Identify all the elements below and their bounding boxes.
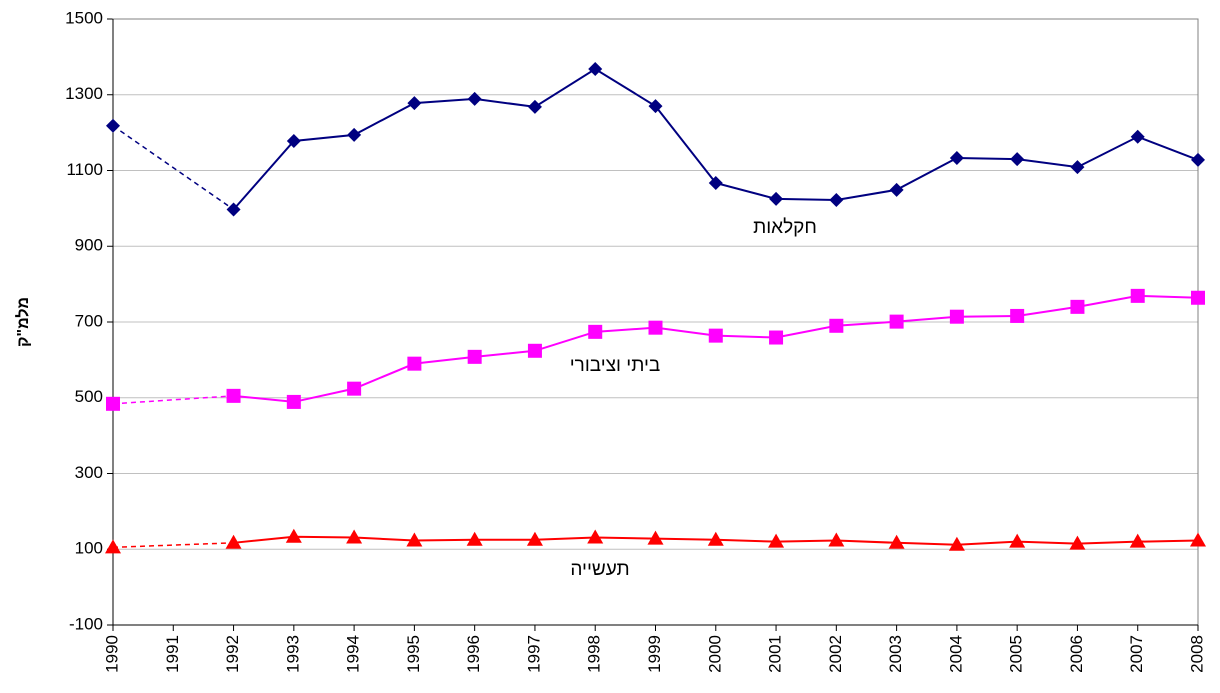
y-tick-label: 300	[75, 463, 103, 482]
point	[286, 133, 301, 148]
point	[1191, 290, 1205, 305]
point	[1010, 152, 1025, 167]
point	[889, 182, 904, 197]
y-tick-label: 100	[75, 539, 103, 558]
point	[1190, 532, 1206, 547]
x-tick-label: 2007	[1127, 635, 1146, 673]
point	[467, 349, 482, 364]
x-tick-label: 2002	[826, 635, 845, 673]
point	[106, 396, 120, 411]
x-tick-label: 2008	[1187, 635, 1206, 673]
x-tick-label: 2003	[886, 635, 905, 673]
y-tick-label: 700	[75, 311, 103, 330]
point	[888, 534, 905, 549]
point	[587, 529, 604, 544]
series-line	[233, 294, 1199, 403]
point	[285, 528, 302, 543]
x-tick-label: 1991	[163, 635, 182, 673]
series-label: חקלאות	[753, 217, 817, 238]
point	[286, 394, 301, 409]
point	[647, 530, 664, 545]
point	[768, 533, 785, 548]
point	[1010, 308, 1025, 323]
point	[225, 534, 242, 549]
point	[948, 536, 965, 551]
point	[829, 193, 844, 208]
point	[347, 127, 362, 142]
x-tick-label: 1994	[344, 635, 363, 673]
point	[1130, 129, 1145, 144]
point	[1129, 533, 1146, 548]
point	[105, 539, 121, 554]
point	[889, 314, 904, 329]
point	[407, 96, 422, 111]
point	[707, 531, 724, 546]
y-tick-label: 500	[75, 387, 103, 406]
x-tick-label: 2005	[1007, 635, 1026, 673]
x-tick-label: 2000	[705, 635, 724, 673]
gap-connector	[112, 395, 234, 405]
y-tick-label: 1100	[66, 160, 103, 179]
y-tick-label: 1500	[65, 8, 103, 27]
point	[1191, 152, 1205, 167]
point	[829, 318, 844, 333]
point	[648, 320, 663, 335]
point	[769, 191, 784, 206]
point	[588, 61, 603, 76]
y-tick-label: 900	[75, 236, 103, 255]
x-tick-label: 1996	[464, 635, 483, 673]
point	[347, 381, 362, 396]
point	[106, 118, 120, 133]
gap-connector	[112, 125, 234, 211]
x-tick-label: 1998	[585, 635, 604, 673]
point	[708, 328, 723, 343]
point	[346, 529, 363, 544]
y-tick-label: 1300	[65, 84, 103, 103]
point	[1130, 288, 1145, 303]
point	[467, 91, 482, 106]
point	[1070, 160, 1085, 175]
x-tick-label: 1992	[223, 635, 242, 673]
point	[407, 356, 422, 371]
x-tick-label: 1997	[524, 635, 543, 673]
point	[648, 99, 663, 114]
y-axis-label: מלמ"ק	[14, 297, 32, 347]
series-label: תעשייה	[570, 559, 629, 580]
point	[1070, 299, 1085, 314]
point	[708, 175, 723, 190]
x-tick-label: 2001	[766, 635, 785, 673]
point	[949, 309, 964, 324]
point	[588, 324, 603, 339]
point	[1069, 535, 1086, 550]
x-tick-label: 2006	[1067, 635, 1086, 673]
series-label: ביתי וציבורי	[570, 355, 661, 376]
x-tick-label: 1990	[102, 635, 121, 673]
point	[828, 532, 845, 547]
y-tick-label: -100	[69, 614, 103, 633]
point	[1009, 533, 1026, 548]
point	[527, 343, 542, 358]
x-tick-label: 1995	[404, 635, 423, 673]
point	[769, 330, 784, 345]
x-tick-label: 2004	[946, 635, 965, 673]
x-tick-label: 1993	[283, 635, 302, 673]
x-tick-label: 1999	[645, 635, 664, 673]
point	[226, 202, 241, 217]
point	[226, 388, 241, 403]
point	[527, 99, 542, 114]
point	[949, 151, 964, 166]
gap-connector	[112, 542, 234, 549]
point	[526, 531, 543, 546]
point	[466, 531, 483, 546]
point	[406, 532, 423, 547]
